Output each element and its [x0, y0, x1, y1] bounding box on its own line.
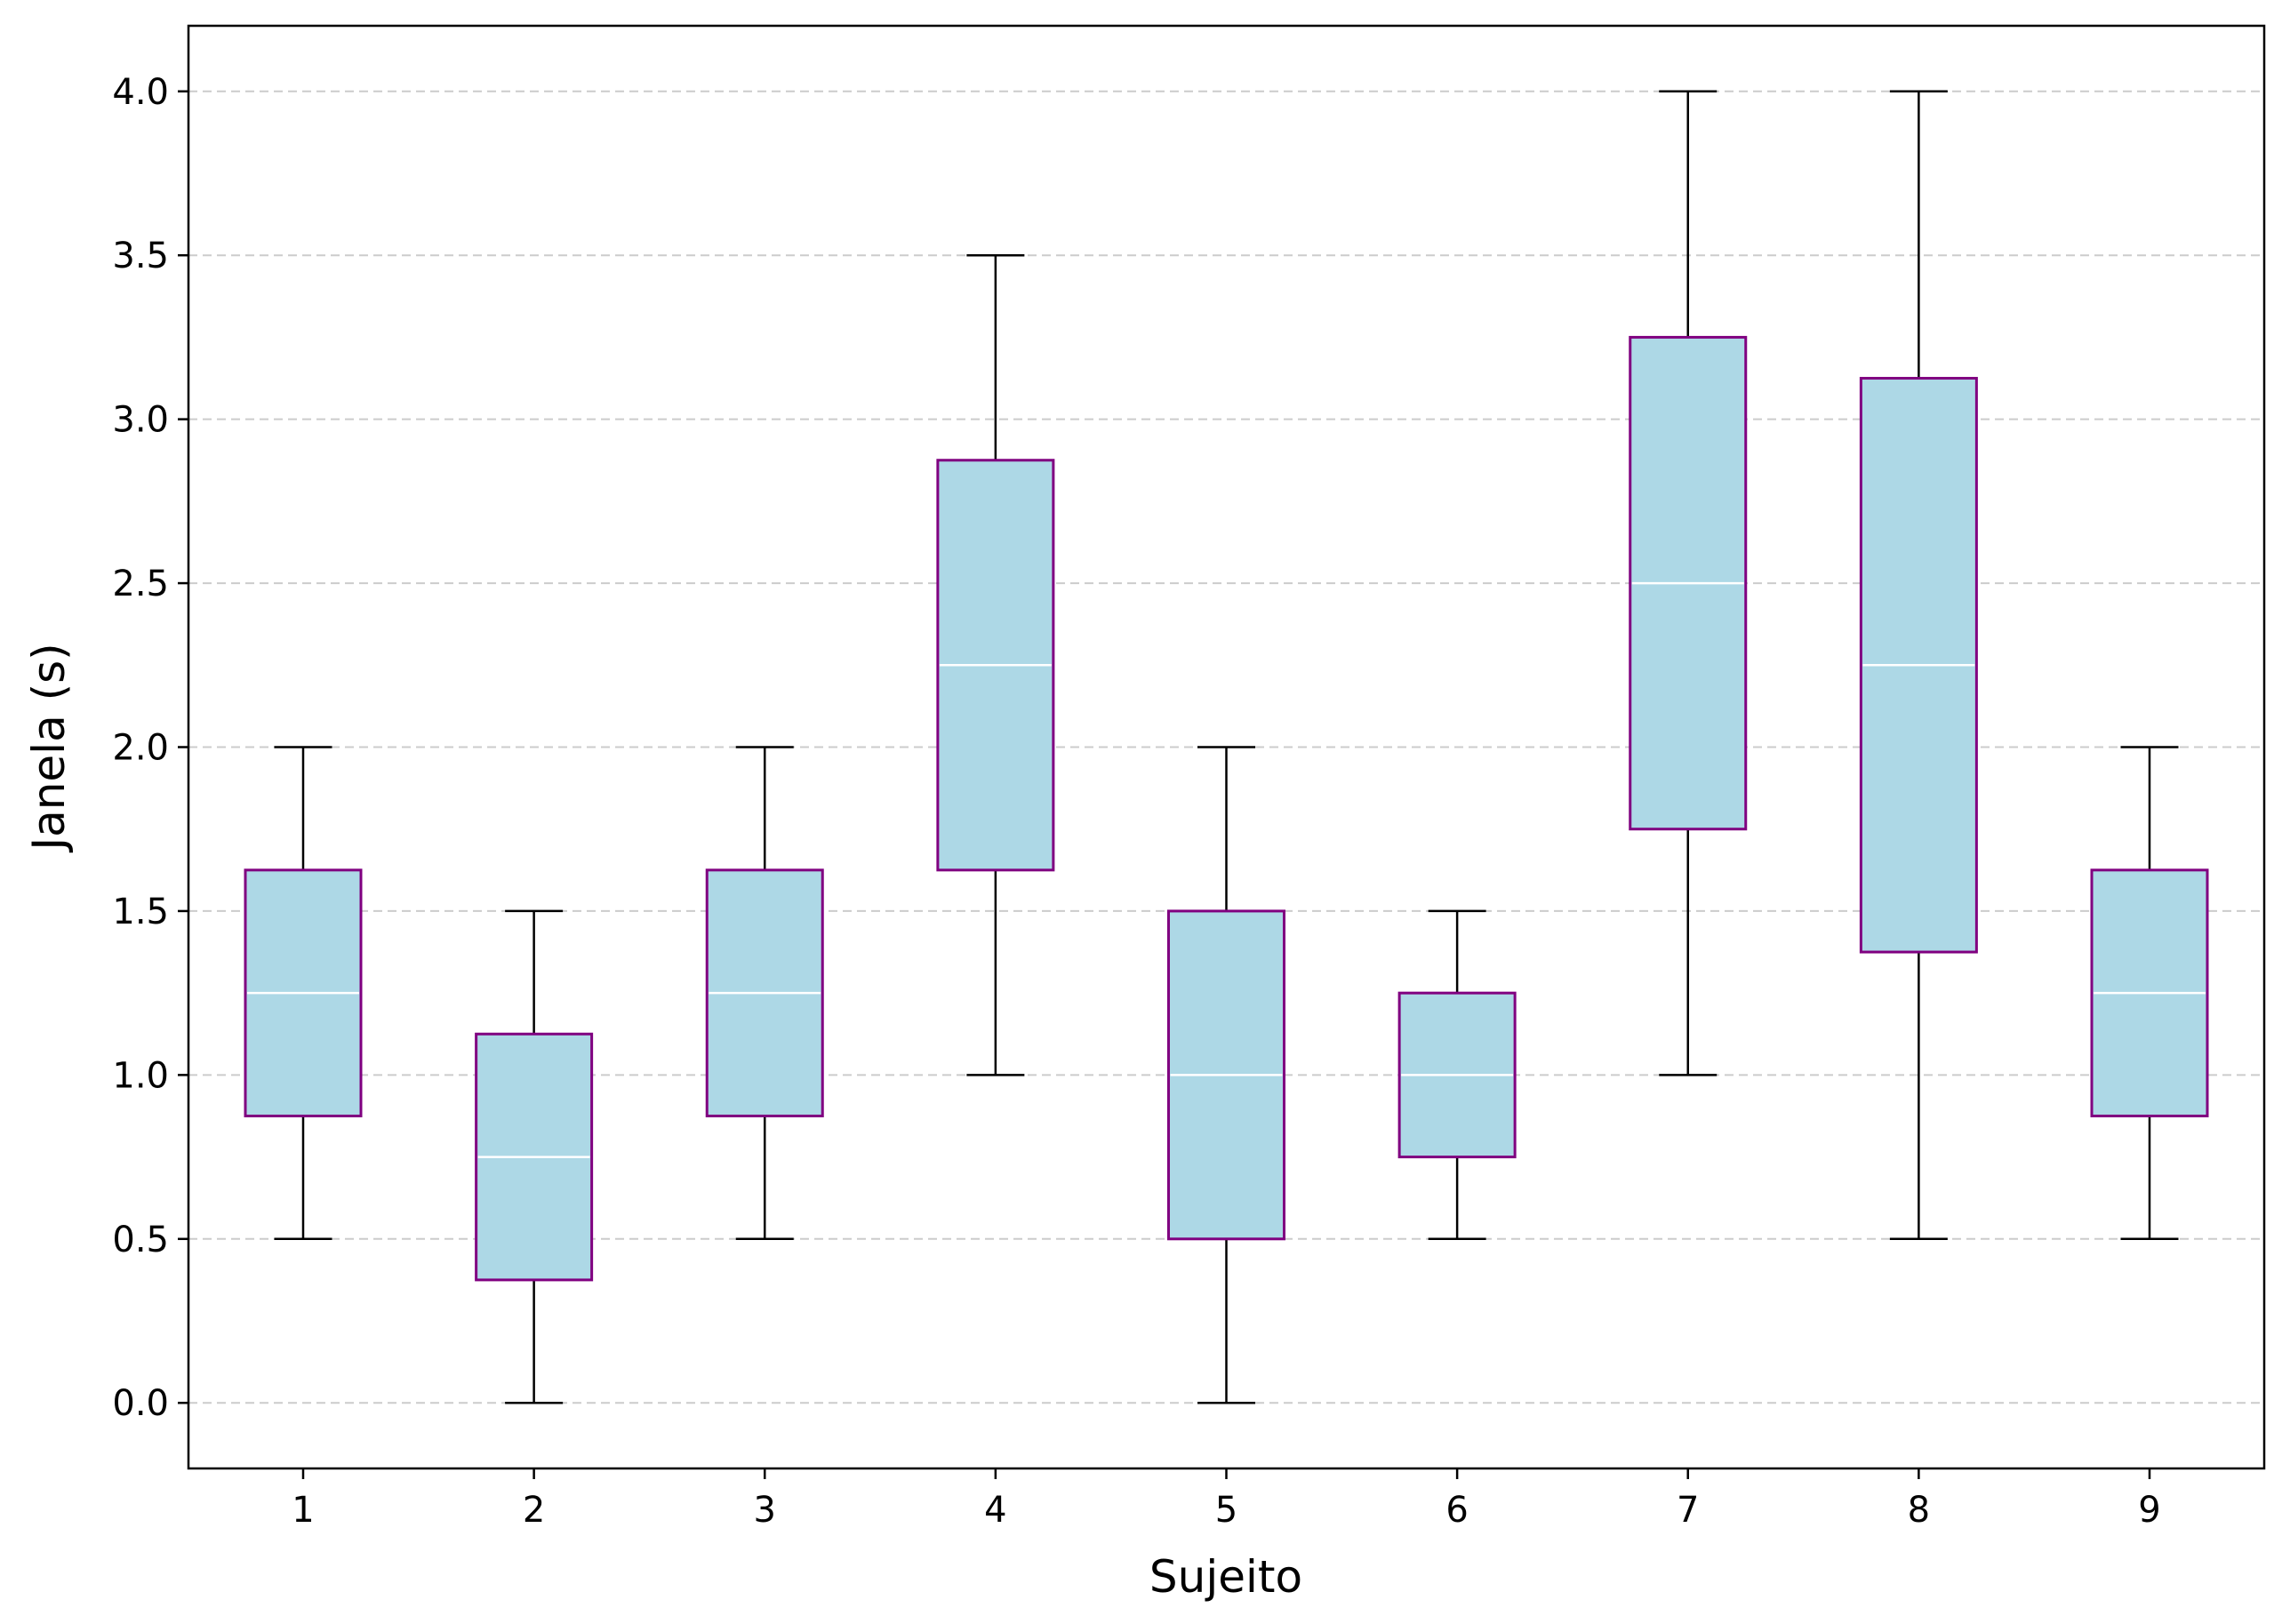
y-axis-title: Janela (s): [23, 643, 75, 852]
box-6: [1397, 909, 1517, 1241]
x-tick-label: 8: [1908, 1490, 1930, 1531]
axis-ticks: 0.0 0.5 1.0 1.5 2.0 2.5 3.0 3.5 4.0 1 2 3 4 5 6 7 8 9: [112, 72, 2160, 1531]
y-tick-label: 3.0: [112, 400, 169, 441]
x-tick-label: 2: [523, 1490, 545, 1531]
box-series: [244, 90, 2209, 1404]
x-tick-label: 6: [1445, 1490, 1468, 1531]
x-tick-label: 1: [292, 1490, 314, 1531]
x-tick-label: 7: [1677, 1490, 1699, 1531]
x-tick-label: 4: [984, 1490, 1006, 1531]
box-1: [244, 746, 363, 1241]
y-tick-label: 0.0: [112, 1383, 169, 1424]
box-5: [1167, 746, 1285, 1404]
y-tick-label: 2.0: [112, 728, 169, 769]
x-tick-label: 5: [1215, 1490, 1237, 1531]
y-tick-label: 0.5: [112, 1220, 169, 1260]
x-axis-title: Sujeito: [1149, 1551, 1302, 1603]
y-tick-label: 2.5: [112, 564, 169, 604]
y-tick-label: 1.5: [112, 892, 169, 932]
box-8: [1859, 90, 1978, 1241]
box-3: [705, 746, 824, 1241]
box-4: [936, 253, 1055, 1076]
box-9: [2090, 746, 2209, 1241]
box-7: [1629, 90, 1748, 1076]
box-2: [475, 909, 594, 1404]
x-tick-label: 3: [754, 1490, 776, 1531]
y-tick-label: 3.5: [112, 236, 169, 276]
y-tick-label: 4.0: [112, 72, 169, 113]
x-tick-label: 9: [2138, 1490, 2160, 1531]
y-tick-label: 1.0: [112, 1055, 169, 1096]
